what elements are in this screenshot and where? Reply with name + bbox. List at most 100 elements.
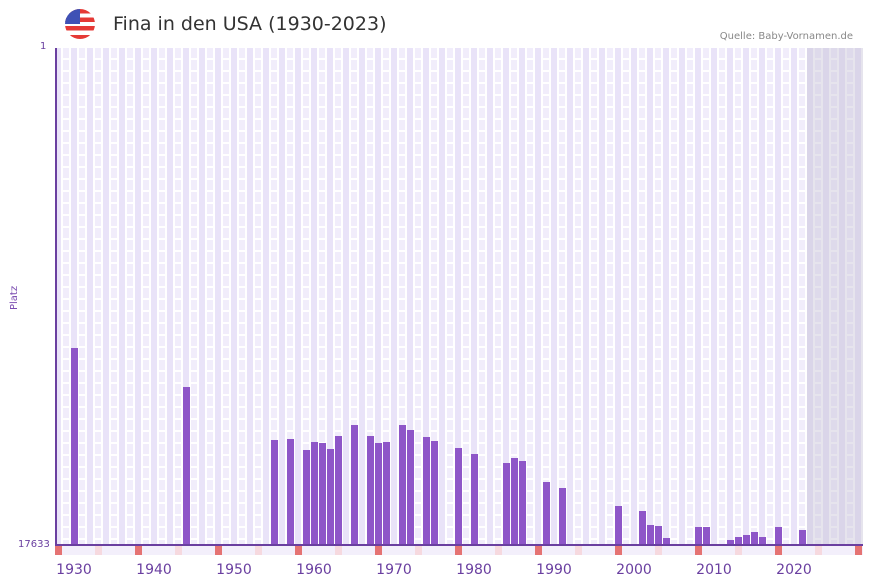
grid-column xyxy=(279,48,285,545)
bar-2012[interactable] xyxy=(727,540,734,545)
grid-column xyxy=(615,48,621,545)
decade-marker xyxy=(615,546,622,555)
bar-1961[interactable] xyxy=(319,443,326,545)
grid-column xyxy=(471,48,477,545)
grid-column xyxy=(647,48,653,545)
grid-column xyxy=(135,48,141,545)
x-label-1980: 1980 xyxy=(456,562,492,578)
decade-marker xyxy=(775,546,782,555)
future-shaded-region xyxy=(807,48,863,545)
bar-1930[interactable] xyxy=(71,348,78,545)
x-label-1960: 1960 xyxy=(296,562,332,578)
grid-column xyxy=(231,48,237,545)
half-decade-marker xyxy=(415,546,422,555)
grid-column xyxy=(103,48,109,545)
bar-2015[interactable] xyxy=(751,532,758,545)
grid-column xyxy=(343,48,349,545)
half-decade-marker xyxy=(335,546,342,555)
half-decade-marker xyxy=(495,546,502,555)
bar-1963[interactable] xyxy=(335,436,342,545)
y-bottom-label: 17633 xyxy=(18,539,50,550)
bar-1974[interactable] xyxy=(423,437,430,545)
bar-1986[interactable] xyxy=(519,461,526,545)
grid-column xyxy=(711,48,717,545)
grid-column xyxy=(151,48,157,545)
bar-2002[interactable] xyxy=(647,525,654,545)
bar-2018[interactable] xyxy=(775,527,782,545)
bar-1985[interactable] xyxy=(511,458,518,545)
bar-2008[interactable] xyxy=(695,527,702,545)
chart-title: Fina in den USA (1930-2023) xyxy=(113,13,387,35)
bar-1980[interactable] xyxy=(471,454,478,545)
bar-1967[interactable] xyxy=(367,436,374,545)
decade-marker xyxy=(215,546,222,555)
grid-column xyxy=(759,48,765,545)
bar-1968[interactable] xyxy=(375,443,382,545)
bar-1962[interactable] xyxy=(327,449,334,545)
grid-column xyxy=(327,48,333,545)
grid-column xyxy=(119,48,125,545)
x-axis-line xyxy=(55,544,863,546)
grid-column xyxy=(743,48,749,545)
grid-column xyxy=(87,48,93,545)
grid-column xyxy=(839,48,845,545)
half-decade-marker xyxy=(575,546,582,555)
bar-1971[interactable] xyxy=(399,425,406,545)
bar-2003[interactable] xyxy=(655,526,662,545)
grid-column xyxy=(391,48,397,545)
decade-marker xyxy=(375,546,382,555)
x-label-1940: 1940 xyxy=(136,562,172,578)
grid-column xyxy=(359,48,365,545)
bar-1972[interactable] xyxy=(407,430,414,545)
bar-2001[interactable] xyxy=(639,511,646,545)
bar-1957[interactable] xyxy=(287,439,294,545)
grid-column xyxy=(727,48,733,545)
bar-2004[interactable] xyxy=(663,538,670,545)
bar-1998[interactable] xyxy=(615,506,622,545)
y-top-label: 1 xyxy=(40,41,47,52)
grid-column xyxy=(407,48,413,545)
grid-column xyxy=(823,48,829,545)
grid-column xyxy=(439,48,445,545)
decade-marker xyxy=(455,546,462,555)
grid-column xyxy=(775,48,781,545)
grid-column xyxy=(583,48,589,545)
bar-1959[interactable] xyxy=(303,450,310,545)
bar-1991[interactable] xyxy=(559,488,566,545)
decade-marker xyxy=(855,546,862,555)
decade-marker xyxy=(295,546,302,555)
bar-2009[interactable] xyxy=(703,527,710,545)
bar-2016[interactable] xyxy=(759,537,766,545)
grid-column xyxy=(199,48,205,545)
grid-column xyxy=(295,48,301,545)
grid-column xyxy=(423,48,429,545)
grid-column xyxy=(247,48,253,545)
bar-1989[interactable] xyxy=(543,482,550,545)
grid-column xyxy=(455,48,461,545)
bar-1955[interactable] xyxy=(271,440,278,545)
grid-column xyxy=(599,48,605,545)
half-decade-marker xyxy=(735,546,742,555)
grid-column xyxy=(71,48,77,545)
bar-2014[interactable] xyxy=(743,535,750,545)
grid-column xyxy=(807,48,813,545)
bar-2021[interactable] xyxy=(799,530,806,545)
bar-1978[interactable] xyxy=(455,448,462,545)
bar-1984[interactable] xyxy=(503,463,510,545)
bar-1975[interactable] xyxy=(431,441,438,545)
y-axis-line xyxy=(55,48,57,546)
x-label-2000: 2000 xyxy=(616,562,652,578)
grid-column xyxy=(567,48,573,545)
bar-1965[interactable] xyxy=(351,425,358,545)
half-decade-marker xyxy=(175,546,182,555)
decade-marker xyxy=(135,546,142,555)
bar-2013[interactable] xyxy=(735,537,742,545)
bar-1960[interactable] xyxy=(311,442,318,545)
bar-1944[interactable] xyxy=(183,387,190,545)
grid-column xyxy=(55,48,61,545)
grid-column xyxy=(519,48,525,545)
bar-1969[interactable] xyxy=(383,442,390,545)
decade-marker xyxy=(535,546,542,555)
x-label-2010: 2010 xyxy=(696,562,732,578)
grid-column xyxy=(551,48,557,545)
